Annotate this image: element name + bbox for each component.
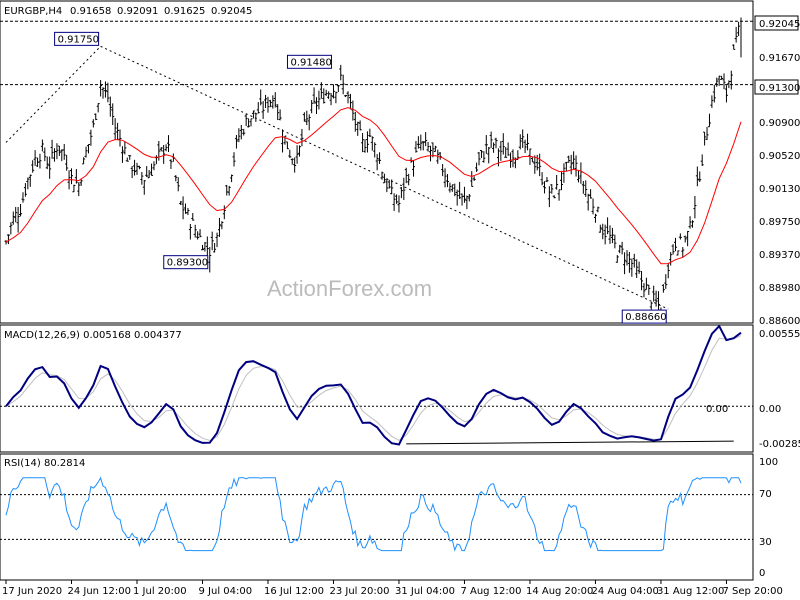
annotation-label: 0.91480 [290,57,331,68]
rsi-panel-title: RSI(14) 80.2814 [4,458,85,469]
rsi-tick-label: 30 [759,537,772,548]
price-series-group: 0.91750 0.91480 0.89300 0.88660 [0,17,753,324]
x-tick-label: 31 Jul 04:00 [395,586,455,597]
x-tick-label: 9 Jul 04:00 [198,586,252,597]
rsi-panel-frame [0,453,754,581]
price-tick-label: 0.90900 [759,118,800,129]
x-tick-label: 14 Aug 20:00 [526,586,593,597]
x-tick-label: 24 Jun 12:00 [67,586,131,597]
x-tick-label: 7 Sep 20:00 [722,586,782,597]
trend-line [100,45,669,310]
price-panel-title: EURGBP,H4 [4,6,62,17]
price-tick-label: 0.90520 [759,151,800,162]
ohlc-high: 0.92091 [117,6,158,17]
rsi-tick-label: 0 [759,568,765,579]
ohlc-close: 0.92045 [211,6,252,17]
level-price-box [754,79,799,95]
last-price-box [754,15,799,31]
price-tick-label: 0.91670 [759,53,800,64]
price-panel-frame [0,0,754,324]
price-tick-label: 0.89750 [759,217,800,228]
x-tick-label: 7 Aug 12:00 [460,586,521,597]
annotation-label: 0.88660 [625,312,666,323]
annotation-label: 0.89300 [167,258,208,269]
x-tick-label: 17 Jun 2020 [2,586,62,597]
last-price-label: 0.92045 [759,19,800,30]
macd-zero-label: 0.00 [706,404,728,415]
x-tick-label: 31 Aug 12:00 [657,586,724,597]
rsi-series-group [0,476,753,552]
annotation-box [621,309,667,324]
price-tick-label: 0.88980 [759,283,800,294]
rsi-tick-label: 100 [759,457,778,468]
macd-panel-frame [0,324,754,453]
price-tick-label: 0.89370 [759,250,800,261]
level-price-label: 0.91300 [759,83,800,94]
rsi-tick-label: 70 [759,489,772,500]
price-tick-label: 0.90130 [759,184,800,195]
macd-tick-label: 0.00 [759,404,781,415]
x-tick-label: 24 Aug 04:00 [591,586,658,597]
x-tick-label: 23 Jul 20:00 [329,586,389,597]
rsi-line [5,476,742,552]
annotation-box [286,54,332,69]
x-axis-group: 17 Jun 2020 24 Jun 12:00 1 Jul 20:00 9 Jul … [2,580,783,597]
macd-series-group [0,324,753,446]
macd-tick-label: -0.002851 [759,439,800,450]
ohlc-low: 0.91625 [164,6,205,17]
price-tick-label: 0.88600 [759,316,800,327]
watermark: ActionForex.com [267,276,432,301]
ohlc-open: 0.91658 [70,6,111,17]
macd-signal-line [5,335,742,442]
x-tick-label: 16 Jul 12:00 [264,586,324,597]
x-tick-label: 1 Jul 20:00 [133,586,187,597]
macd-trend-line [406,440,734,445]
moving-average-line [5,107,742,265]
macd-panel-title: MACD(12,26,9) 0.005168 0.004377 [4,330,182,341]
annotation-label: 0.91750 [58,34,99,45]
annotation-box [54,31,100,46]
annotation-box [163,255,209,270]
macd-tick-label: 0.00555 [759,329,800,340]
macd-line [5,324,742,446]
